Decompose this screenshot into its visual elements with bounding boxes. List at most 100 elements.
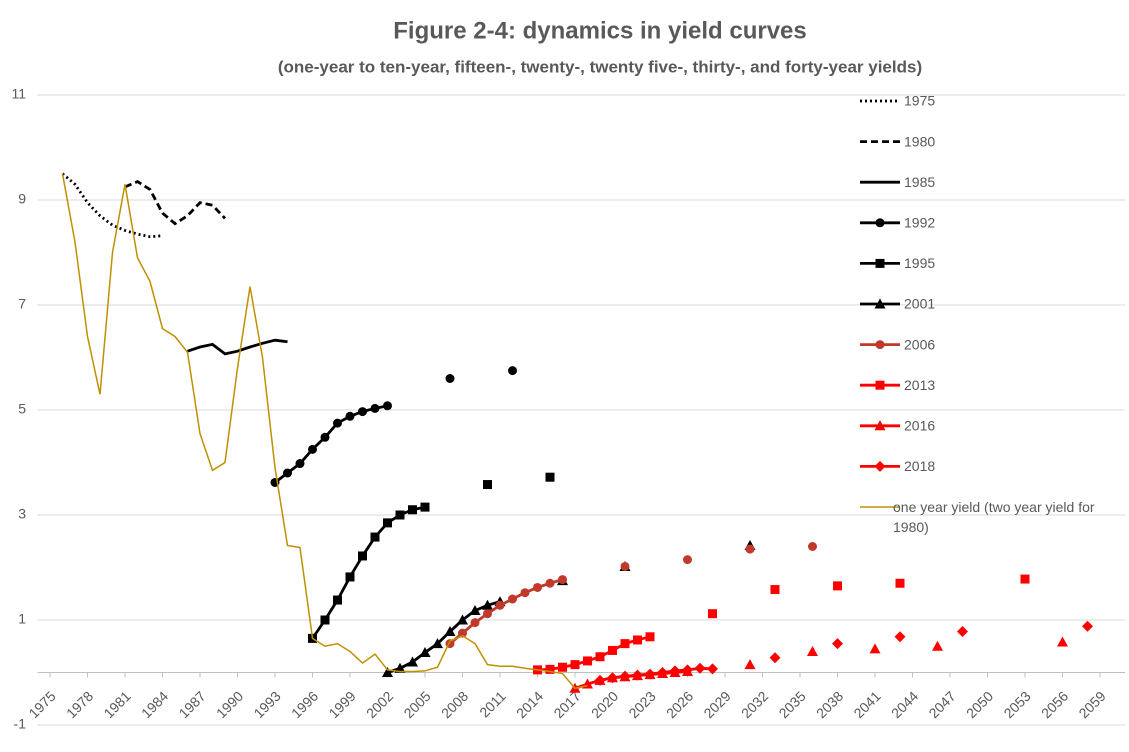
point: [333, 418, 342, 428]
x-tick-label: 2041: [850, 688, 883, 721]
series-line: [61, 172, 163, 239]
point: [957, 626, 968, 638]
legend-label: one year yield (two year yield for 1980): [893, 499, 1095, 535]
point: [345, 572, 355, 582]
x-tick-label: 2002: [363, 688, 396, 721]
point: [708, 609, 717, 619]
x-tick-label: 2050: [963, 688, 996, 721]
point: [669, 665, 681, 677]
point: [395, 510, 405, 520]
point: [558, 662, 567, 672]
legend-marker: [874, 420, 886, 431]
x-tick-label: 2029: [700, 688, 733, 721]
point: [932, 640, 943, 651]
legend-label: 1992: [904, 215, 935, 231]
point: [445, 374, 455, 383]
point: [1020, 574, 1030, 584]
x-tick-label: 1987: [175, 688, 208, 721]
point: [408, 505, 417, 515]
x-tick-label: 1993: [250, 688, 283, 721]
legend-label: 2001: [904, 296, 935, 312]
legend-label-box: one year yield (two year yield for 1980): [893, 499, 1095, 535]
point: [370, 532, 380, 542]
x-tick-label: 2011: [476, 688, 509, 721]
series-line: [599, 666, 713, 682]
point: [345, 411, 355, 421]
point: [432, 638, 443, 649]
x-tick-label: 2056: [1038, 688, 1071, 721]
point: [320, 615, 330, 625]
point: [770, 585, 780, 595]
y-tick-label: 11: [11, 86, 26, 102]
legend-label: 2016: [904, 418, 935, 434]
x-tick-label: 2005: [400, 688, 433, 721]
x-tick-label: 2014: [513, 688, 546, 721]
legend-marker: [875, 340, 885, 350]
point: [420, 502, 430, 512]
x-tick-label: 1990: [213, 688, 246, 721]
y-tick-label: 7: [18, 296, 26, 312]
point: [619, 670, 631, 682]
x-tick-label: 2059: [1075, 688, 1108, 721]
chart-title: Figure 2-4: dynamics in yield curves: [393, 17, 806, 44]
point: [508, 594, 517, 604]
y-tick-label: -1: [14, 716, 27, 732]
x-tick-label: 2023: [625, 688, 658, 721]
legend-marker: [875, 258, 885, 268]
point: [382, 667, 393, 677]
series-line: [311, 505, 426, 640]
series-line: [124, 180, 227, 226]
point: [383, 401, 392, 411]
x-tick-label: 1984: [138, 688, 171, 721]
point: [869, 643, 881, 654]
point: [320, 432, 330, 442]
point: [570, 660, 580, 670]
point: [832, 638, 843, 650]
point: [833, 581, 842, 591]
point: [583, 656, 592, 666]
chart-subtitle: (one-year to ten-year, fifteen-, twenty-…: [278, 57, 922, 76]
point: [283, 468, 292, 478]
x-tick-label: 1978: [63, 688, 96, 721]
point: [358, 407, 367, 417]
point: [483, 609, 492, 619]
point: [895, 578, 905, 588]
point: [644, 668, 656, 680]
point: [483, 480, 492, 490]
point: [807, 646, 818, 656]
point: [508, 366, 517, 376]
x-tick-label: 2047: [925, 688, 958, 721]
point: [657, 667, 668, 678]
point: [745, 544, 755, 554]
legend-label: 1995: [904, 255, 935, 271]
point: [533, 582, 542, 592]
legend-label: 2018: [904, 458, 935, 474]
y-tick-label: 3: [18, 506, 26, 522]
x-tick-label: 2035: [775, 688, 808, 721]
point: [632, 669, 643, 681]
point: [545, 664, 555, 674]
point: [308, 444, 317, 454]
x-tick-label: 2017: [550, 688, 583, 721]
point: [707, 663, 718, 675]
point: [1057, 636, 1068, 647]
series-line: [537, 635, 651, 672]
point: [370, 403, 380, 413]
legend-label: 1985: [904, 174, 935, 190]
point: [620, 561, 630, 571]
point: [645, 632, 655, 642]
y-tick-label: 9: [18, 191, 26, 207]
y-tick-label: 5: [18, 401, 26, 417]
legend-marker: [875, 218, 885, 228]
x-tick-label: 1975: [25, 688, 58, 721]
point: [595, 652, 605, 662]
point: [682, 664, 693, 676]
legend-label: 2013: [904, 377, 935, 393]
point: [545, 578, 555, 588]
x-tick-label: 2008: [438, 688, 471, 721]
x-tick-label: 2044: [888, 688, 921, 721]
point: [458, 628, 467, 638]
series-line: [274, 404, 388, 484]
point: [495, 600, 505, 610]
